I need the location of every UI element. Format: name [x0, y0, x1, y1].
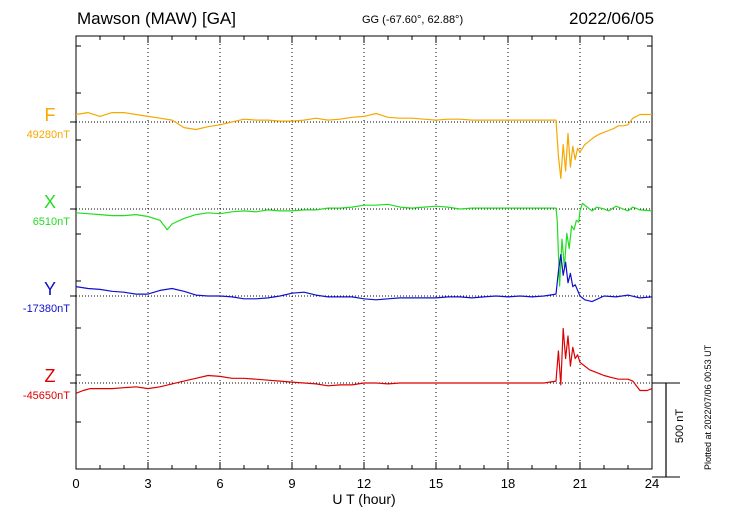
series-baseline-label-f: 49280nT	[27, 129, 71, 141]
x-tick-label: 3	[144, 476, 151, 491]
x-tick-label: 0	[72, 476, 79, 491]
x-axis-label: U T (hour)	[332, 491, 395, 507]
series-line-x	[75, 202, 653, 287]
series-line-f	[75, 111, 652, 179]
station-title: Mawson (MAW) [GA]	[77, 9, 236, 28]
plotted-at-note: Plotted at 2022/07/06 00:53 UT	[703, 344, 713, 470]
series-line-y	[75, 254, 653, 303]
series-baseline-label-x: 6510nT	[33, 216, 71, 228]
series-name-x: X	[44, 192, 56, 212]
x-tick-label: 24	[645, 476, 659, 491]
date-label: 2022/06/05	[569, 9, 655, 28]
scale-bar-label: 500 nT	[674, 409, 686, 444]
x-tick-label: 18	[501, 476, 515, 491]
x-tick-label: 21	[573, 476, 587, 491]
series-line-z	[75, 327, 653, 394]
x-tick-label: 12	[357, 476, 371, 491]
x-tick-label: 15	[429, 476, 443, 491]
series-baseline-label-z: -45650nT	[23, 390, 70, 402]
x-tick-label: 9	[288, 476, 295, 491]
x-tick-label: 6	[216, 476, 223, 491]
coordinates-label: GG (-67.60°, 62.88°)	[362, 14, 464, 26]
series-name-f: F	[45, 105, 56, 125]
series-name-y: Y	[44, 279, 56, 299]
series-name-z: Z	[45, 366, 56, 386]
series-baseline-label-y: -17380nT	[23, 303, 70, 315]
